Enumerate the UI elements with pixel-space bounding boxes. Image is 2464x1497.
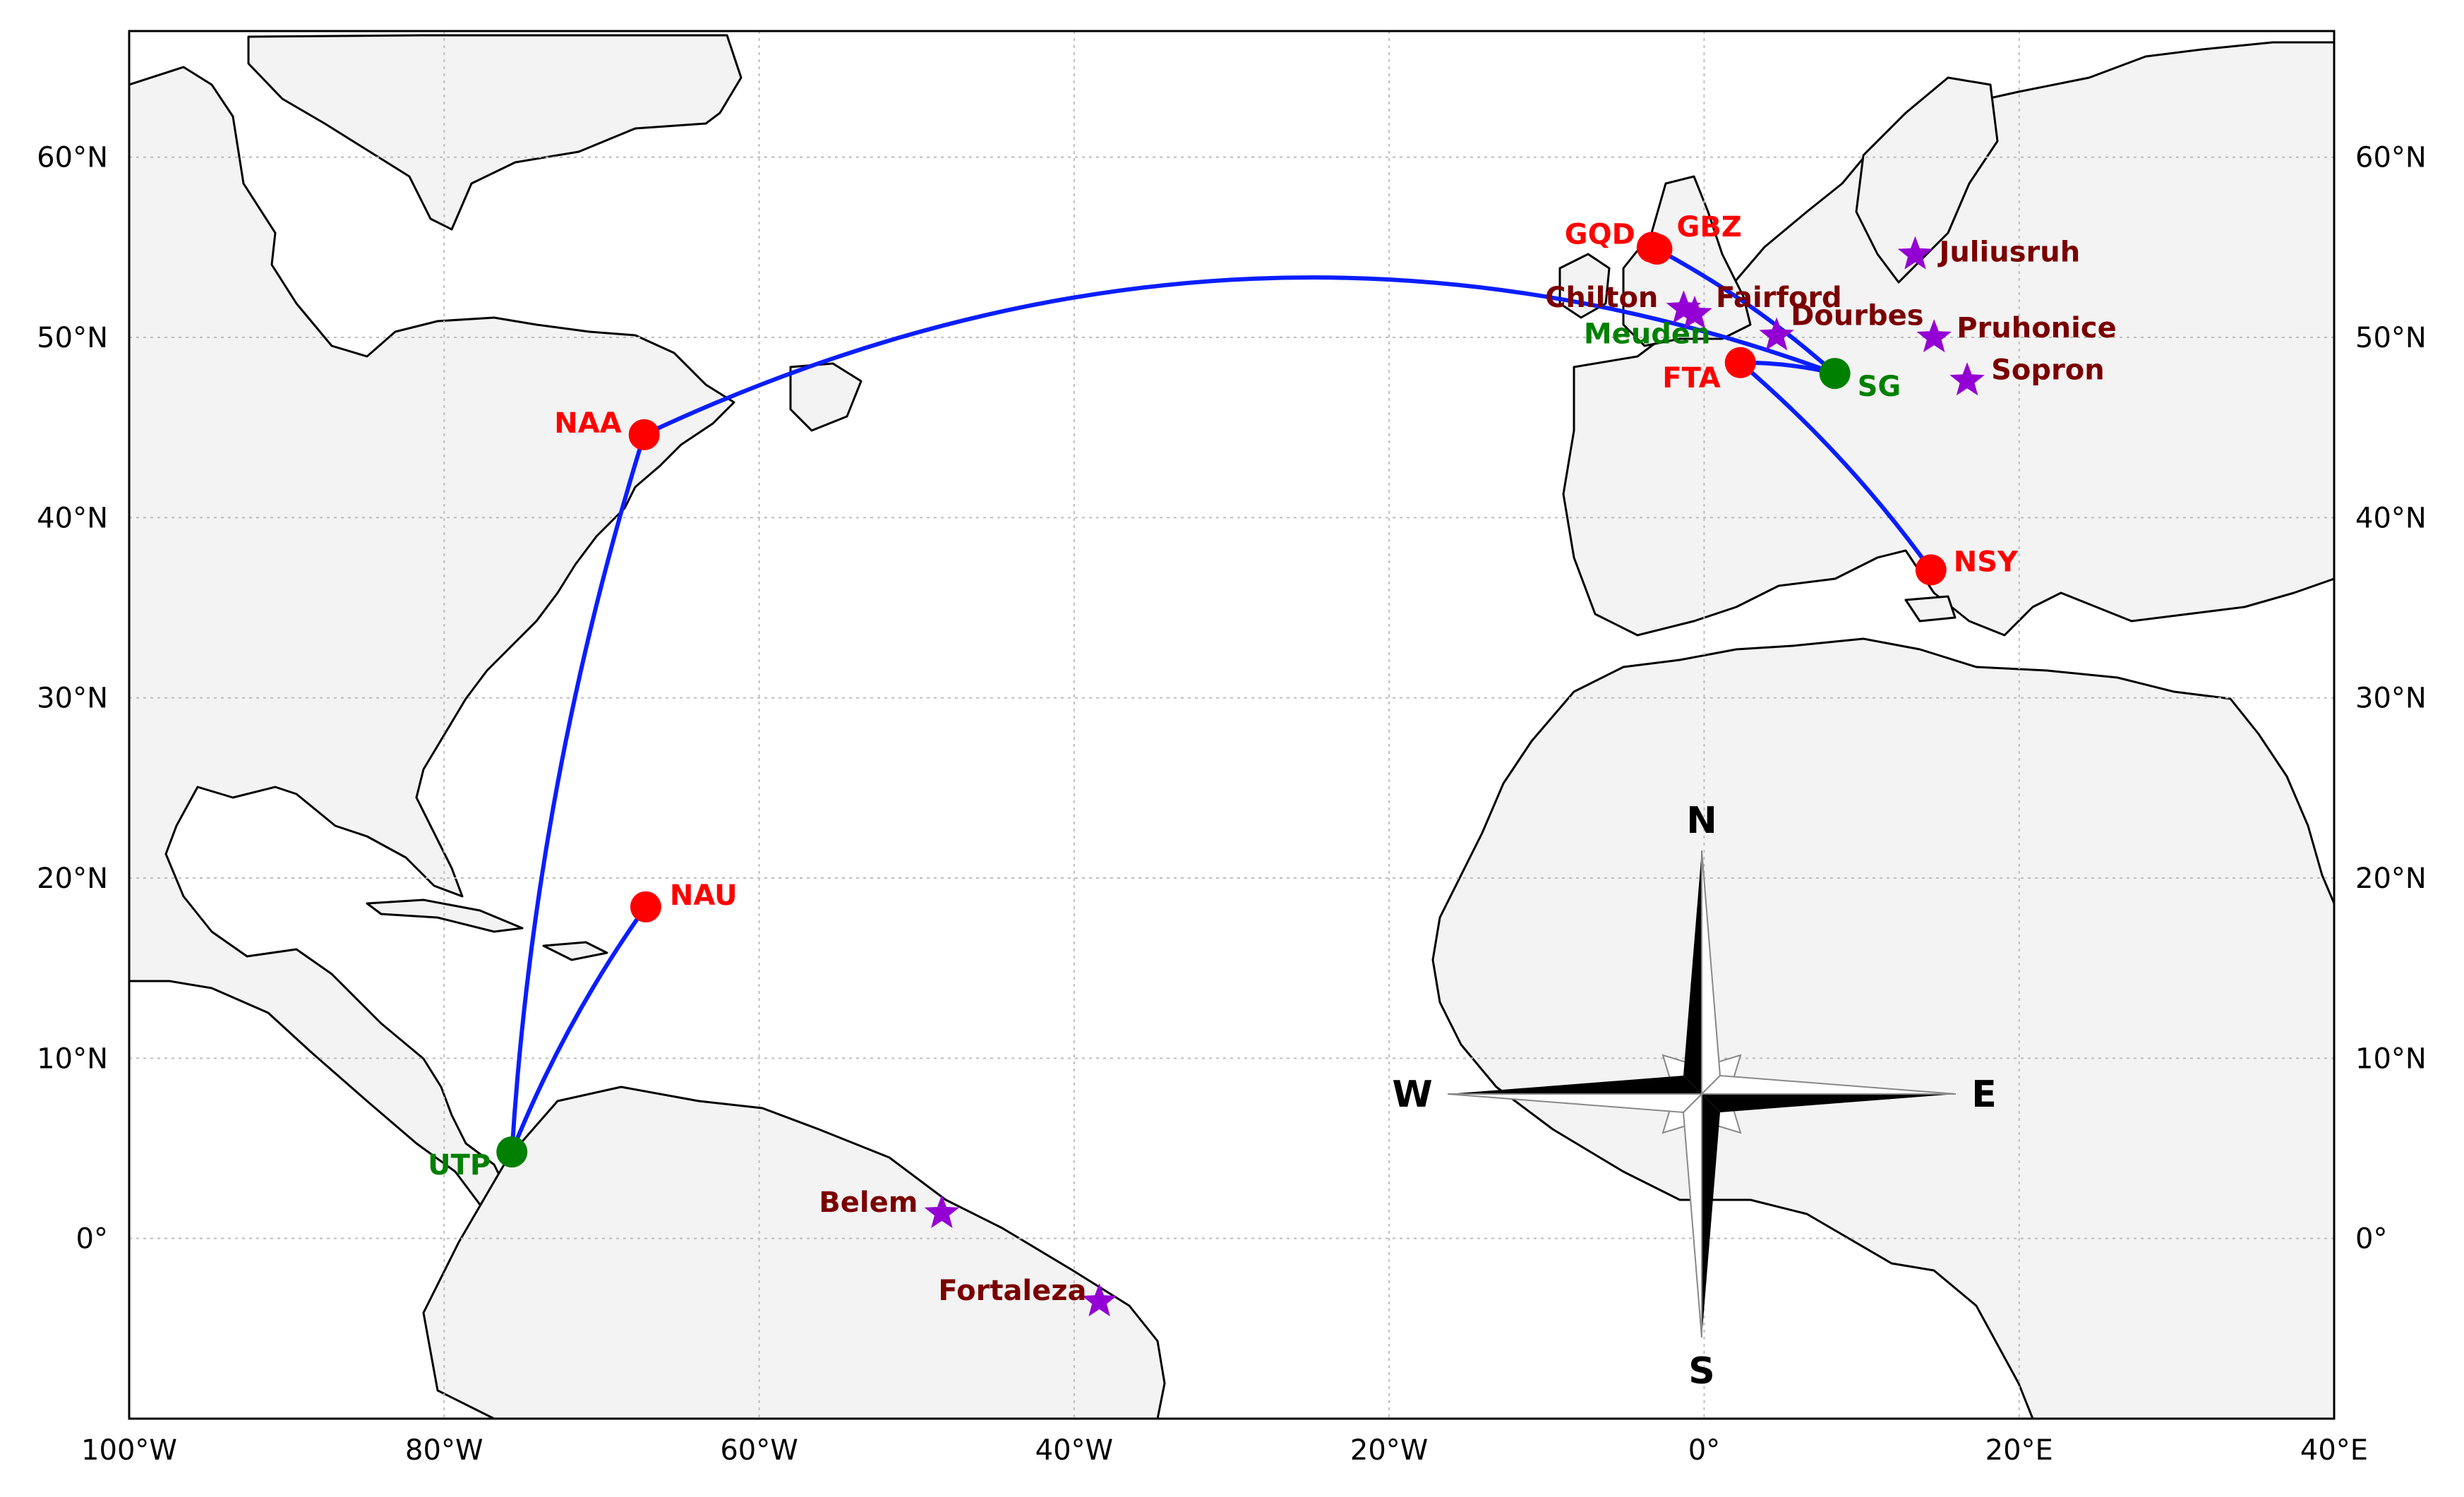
site-labels: NAA NAU GQD GBZ FTA NSY UTP SG Meuden Juliusruh Ch… [428,211,2117,1307]
south-america [422,1086,1166,1419]
star-marker-pruhonice [1916,319,1952,353]
star-marker-fortaleza [1081,1283,1117,1317]
y-tick-label-left: 40°N [37,502,108,534]
site-marker-utp [496,1136,528,1168]
x-tick-label: 40°W [1035,1434,1113,1467]
compass-west-dark [1448,1076,1702,1094]
y-tick-label-left: 20°N [37,862,108,895]
sicily [1904,595,1957,623]
y-tick-label-right: 20°N [2355,862,2427,895]
site-label-sg: SG [1858,371,1901,403]
x-tick-label: 20°E [1985,1434,2053,1467]
site-marker-fta [1724,347,1756,378]
link-gbz-sg [1656,247,1837,375]
site-markers [496,232,1985,1317]
newfoundland [789,362,863,432]
link-utp-naa [510,434,647,1153]
site-label-utp: UTP [428,1149,491,1182]
compass-east-dark [1702,1094,1956,1112]
greenland [247,34,743,231]
link-fta-nsy [1738,361,1933,572]
star-marker-sopron [1949,362,1985,396]
star-label-fairford: Fairford [1716,282,1842,314]
compass-rose-icon: N S E W [1392,800,1996,1393]
star-marker-dourbes [1759,317,1794,351]
link-utp-nau [510,906,648,1153]
site-marker-naa [628,419,660,450]
site-label-meuden: Meuden [1584,318,1711,351]
x-tick-label: 0° [1688,1434,1720,1467]
y-tick-label-right: 60°N [2355,142,2427,174]
y-tick-label-left: 30°N [37,683,108,715]
north-america [129,66,735,1215]
compass-west-label: W [1392,1074,1432,1116]
site-marker-sg [1819,358,1851,390]
compass-west-light [1447,1093,1704,1114]
site-label-gqd: GQD [1565,218,1635,251]
x-tick-label: 80°W [405,1434,483,1467]
compass-north-label: N [1686,800,1717,842]
star-marker-fairford [1677,295,1712,329]
x-tick-label: 20°W [1350,1434,1428,1467]
site-label-nsy: NSY [1954,546,2019,578]
site-marker-nsy [1915,554,1947,586]
x-tick-label: 100°W [81,1434,177,1467]
y-tick-label-right: 10°N [2355,1042,2427,1075]
scandinavia [1855,76,1999,284]
y-tick-label-right: 50°N [2355,322,2427,354]
y-tick-label-left: 50°N [37,322,108,354]
compass-south-dark [1702,1094,1720,1337]
star-label-chilton: Chilton [1545,282,1658,314]
star-label-fortaleza: Fortaleza [938,1275,1086,1307]
y-tick-label-left: 0° [76,1223,108,1256]
x-tick-label: 60°W [720,1434,798,1467]
gridlines [129,31,2334,1419]
star-marker-belem [924,1194,960,1228]
hispaniola [542,941,608,961]
site-marker-gbz [1641,233,1673,265]
y-tick-label-left: 10°N [37,1042,108,1075]
africa [1431,637,2334,1419]
link-naa-sg [643,275,1836,437]
europe [1562,41,2334,637]
star-marker-juliusruh [1897,236,1933,270]
site-label-nau: NAU [670,879,738,912]
britain [1622,175,1752,347]
compass-north-dark [1683,850,1702,1094]
star-marker-chilton [1666,290,1702,324]
y-tick-label-right: 0° [2355,1223,2387,1256]
site-marker-nau [630,891,661,922]
star-label-pruhonice: Pruhonice [1957,312,2117,344]
y-tick-label-right: 30°N [2355,683,2427,715]
connection-links [510,247,1933,1153]
site-label-gbz: GBZ [1676,211,1741,244]
compass-south-label: S [1688,1350,1714,1393]
star-label-dourbes: Dourbes [1791,299,1923,332]
axis-ticks: 100°W 80°W 60°W 40°W 20°W 0° 20°E 40°E 0° 0° 10°N 1… [37,142,2427,1467]
site-label-fta: FTA [1662,362,1721,395]
compass-east-label: E [1971,1074,1997,1116]
map-frame [128,30,2336,1420]
site-label-naa: NAA [554,407,621,440]
x-tick-label: 40°E [2300,1434,2368,1467]
star-label-sopron: Sopron [1991,354,2105,386]
y-tick-label-right: 40°N [2355,502,2427,534]
land-layer [129,34,2334,1419]
y-tick-label-left: 60°N [37,142,108,174]
compass-east-light [1700,1074,1957,1095]
star-label-juliusruh: Juliusruh [1937,236,2080,269]
star-label-belem: Belem [819,1186,918,1219]
